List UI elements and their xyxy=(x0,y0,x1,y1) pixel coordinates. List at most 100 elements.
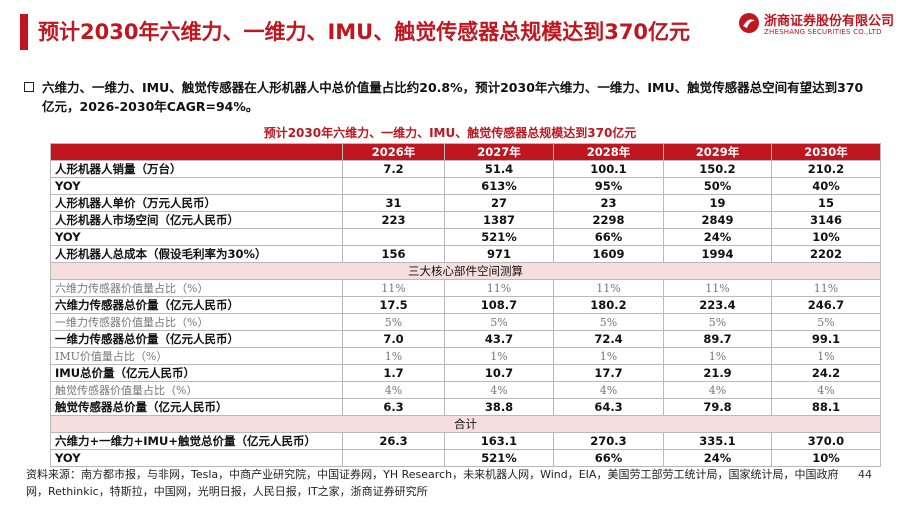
table-cell: 1% xyxy=(771,347,881,365)
table-cell: 5% xyxy=(342,313,445,331)
table-cell: 2298 xyxy=(553,211,664,229)
table-cell: 7.0 xyxy=(342,330,445,348)
table-row: 人形机器人销量（万台） 7.2 51.4 100.1 150.2 210.2 xyxy=(50,160,881,178)
table-cell: 11% xyxy=(553,279,664,297)
table-cell: 40% xyxy=(771,177,881,195)
table-cell: 5% xyxy=(663,313,772,331)
table-cell: 38.8 xyxy=(444,398,554,416)
table-cell: 163.1 xyxy=(444,432,554,450)
table-cell: 4% xyxy=(663,381,772,399)
table-cell: 17.5 xyxy=(342,296,445,314)
table-cell: 10.7 xyxy=(444,364,554,382)
table-cell: 5% xyxy=(553,313,664,331)
row-label: 六维力+一维力+IMU+触觉总价量（亿元人民币） xyxy=(50,432,343,450)
table-cell: 79.8 xyxy=(663,398,772,416)
table-cell: 4% xyxy=(444,381,554,399)
row-label: 触觉传感器价值量占比（%） xyxy=(50,381,343,399)
table-cell: 24.2 xyxy=(771,364,881,382)
header-cell-year: 2027年 xyxy=(444,143,554,161)
section-title: 合计 xyxy=(50,415,881,433)
table-cell: 2202 xyxy=(771,245,881,263)
table-row: YOY 521% 66% 24% 10% xyxy=(50,449,881,467)
table-caption: 预计2030年六维力、一维力、IMU、触觉传感器总规模达到370亿元 xyxy=(263,126,637,140)
table-row: 触觉传感器价值量占比（%） 4% 4% 4% 4% 4% xyxy=(50,381,881,399)
table-cell: 246.7 xyxy=(771,296,881,314)
row-label: 一维力传感器总价量（亿元人民币） xyxy=(50,330,343,348)
table-cell: 64.3 xyxy=(553,398,664,416)
table-cell: 613% xyxy=(444,177,554,195)
table-header: 2026年 2027年 2028年 2029年 2030年 xyxy=(50,143,881,161)
table-cell: 521% xyxy=(444,228,554,246)
row-label: 人形机器人销量（万台） xyxy=(50,160,343,178)
table-cell: 72.4 xyxy=(553,330,664,348)
table-cell: 11% xyxy=(771,279,881,297)
table-cell: 223 xyxy=(342,211,445,229)
table-cell: 180.2 xyxy=(553,296,664,314)
table-cell: 4% xyxy=(342,381,445,399)
table-cell: 1609 xyxy=(553,245,664,263)
table-cell: 2849 xyxy=(663,211,772,229)
table-cell: 23 xyxy=(553,194,664,212)
row-label: YOY xyxy=(50,177,343,195)
table-cell: 1.7 xyxy=(342,364,445,382)
table-cell: 88.1 xyxy=(771,398,881,416)
table-cell: 270.3 xyxy=(553,432,664,450)
table-cell: 335.1 xyxy=(663,432,772,450)
table-cell: 100.1 xyxy=(553,160,664,178)
row-label: 六维力传感器价值量占比（%） xyxy=(50,279,343,297)
table-row: 人形机器人总成本（假设毛利率为30%） 156 971 1609 1994 2202 xyxy=(50,245,881,263)
table-cell: 370.0 xyxy=(771,432,881,450)
table-cell: 223.4 xyxy=(663,296,772,314)
table-row: IMU总价量（亿元人民币） 1.7 10.7 17.7 21.9 24.2 xyxy=(50,364,881,382)
title-bar: 预计2030年六维力、一维力、IMU、触觉传感器总规模达到370亿元 xyxy=(0,8,900,56)
table-row: 六维力+一维力+IMU+触觉总价量（亿元人民币） 26.3 163.1 270.3 33… xyxy=(50,432,881,450)
table-cell: 5% xyxy=(444,313,554,331)
table-row: 一维力传感器价值量占比（%） 5% 5% 5% 5% 5% xyxy=(50,313,881,331)
table-cell: 1% xyxy=(342,347,445,365)
table-cell: 66% xyxy=(553,228,664,246)
table-cell: 5% xyxy=(771,313,881,331)
table-cell: 43.7 xyxy=(444,330,554,348)
header-cell-label xyxy=(50,143,343,161)
title-accent-bar xyxy=(20,14,28,50)
header-cell-year: 2026年 xyxy=(342,143,445,161)
square-bullet-icon xyxy=(24,82,34,92)
table-row: YOY 613% 95% 50% 40% xyxy=(50,177,881,195)
table-cell: 26.3 xyxy=(342,432,445,450)
sensor-market-table: 2026年 2027年 2028年 2029年 2030年 人形机器人销量（万台） 7.2… xyxy=(50,143,881,467)
table-cell xyxy=(342,449,445,467)
table-cell: 1387 xyxy=(444,211,554,229)
header-cell-year: 2028年 xyxy=(553,143,664,161)
table-cell: 1% xyxy=(553,347,664,365)
table-cell: 11% xyxy=(342,279,445,297)
table-cell: 66% xyxy=(553,449,664,467)
section-row: 合计 xyxy=(50,415,881,433)
table-row: 六维力传感器总价量（亿元人民币） 17.5 108.7 180.2 223.4 246.7 xyxy=(50,296,881,314)
section-row: 三大核心部件空间测算 xyxy=(50,262,881,280)
table-cell: 7.2 xyxy=(342,160,445,178)
row-label: 一维力传感器价值量占比（%） xyxy=(50,313,343,331)
logo-name-en: ZHESHANG SECURITIES CO.,LTD xyxy=(764,28,882,36)
table-cell: 10% xyxy=(771,228,881,246)
table-body: 人形机器人销量（万台） 7.2 51.4 100.1 150.2 210.2 YOY 613%… xyxy=(50,160,881,467)
row-label: 人形机器人总成本（假设毛利率为30%） xyxy=(50,245,343,263)
header-cell-year: 2030年 xyxy=(771,143,881,161)
table-cell: 4% xyxy=(553,381,664,399)
table-cell: 210.2 xyxy=(771,160,881,178)
table-cell: 11% xyxy=(663,279,772,297)
source-note: 资料来源：南方都市报，与非网，Tesla，中商产业研究院，中国证券网，YH Re… xyxy=(26,468,839,498)
table-row: YOY 521% 66% 24% 10% xyxy=(50,228,881,246)
table-cell: 150.2 xyxy=(663,160,772,178)
row-label: YOY xyxy=(50,449,343,467)
row-label: 六维力传感器总价量（亿元人民币） xyxy=(50,296,343,314)
summary-text: 六维力、一维力、IMU、触觉传感器在人形机器人中总价值量占比约20.8%，预计2… xyxy=(42,80,864,114)
table-cell xyxy=(342,177,445,195)
table-cell: 95% xyxy=(553,177,664,195)
table-cell: 156 xyxy=(342,245,445,263)
table-cell: 10% xyxy=(771,449,881,467)
table-cell: 1% xyxy=(663,347,772,365)
row-label: YOY xyxy=(50,228,343,246)
table-cell: 1994 xyxy=(663,245,772,263)
table-cell: 51.4 xyxy=(444,160,554,178)
table-cell: 31 xyxy=(342,194,445,212)
